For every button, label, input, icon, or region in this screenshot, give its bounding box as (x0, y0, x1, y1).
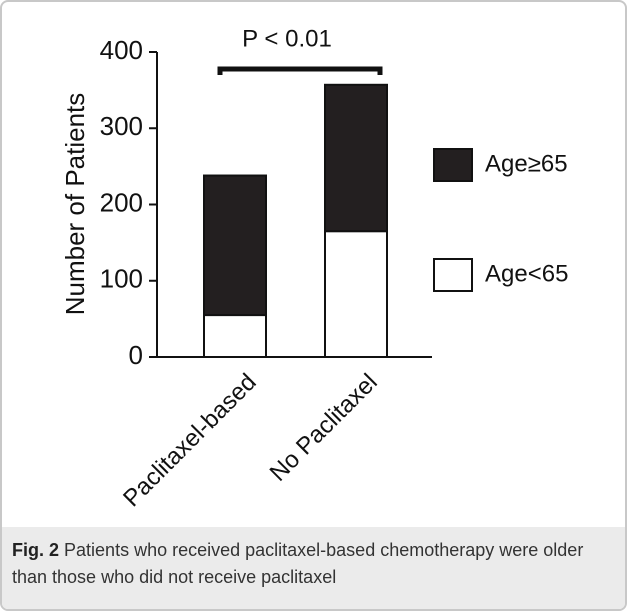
caption-text: Patients who received paclitaxel-based c… (12, 540, 584, 587)
legend-label: Age≥65 (485, 150, 568, 177)
legend-label: Age<65 (485, 260, 568, 287)
caption: Fig. 2 Patients who received paclitaxel-… (2, 527, 625, 609)
bar-segment (203, 314, 267, 358)
x-tick-label: Paclitaxel-based (118, 369, 262, 513)
bar-segment (324, 230, 388, 358)
y-tick-label: 400 (100, 35, 143, 65)
y-tick-label: 100 (100, 264, 143, 294)
annotation: P < 0.01 (242, 25, 332, 52)
bar-segment (324, 83, 388, 233)
legend-swatch (433, 258, 473, 292)
bracket (217, 66, 383, 75)
y-tick-label: 300 (100, 111, 143, 141)
caption-label: Fig. 2 (12, 540, 60, 560)
x-tick-label: No Paclitaxel (265, 369, 383, 487)
legend-swatch (433, 148, 473, 182)
y-axis-label: Number of Patients (60, 93, 90, 316)
y-tick-label: 0 (129, 340, 143, 370)
y-tick-label: 200 (100, 187, 143, 217)
bar-segment (203, 174, 267, 317)
chart: P < 0.01 Number of Patients 0 100 200 300 40… (60, 25, 569, 513)
